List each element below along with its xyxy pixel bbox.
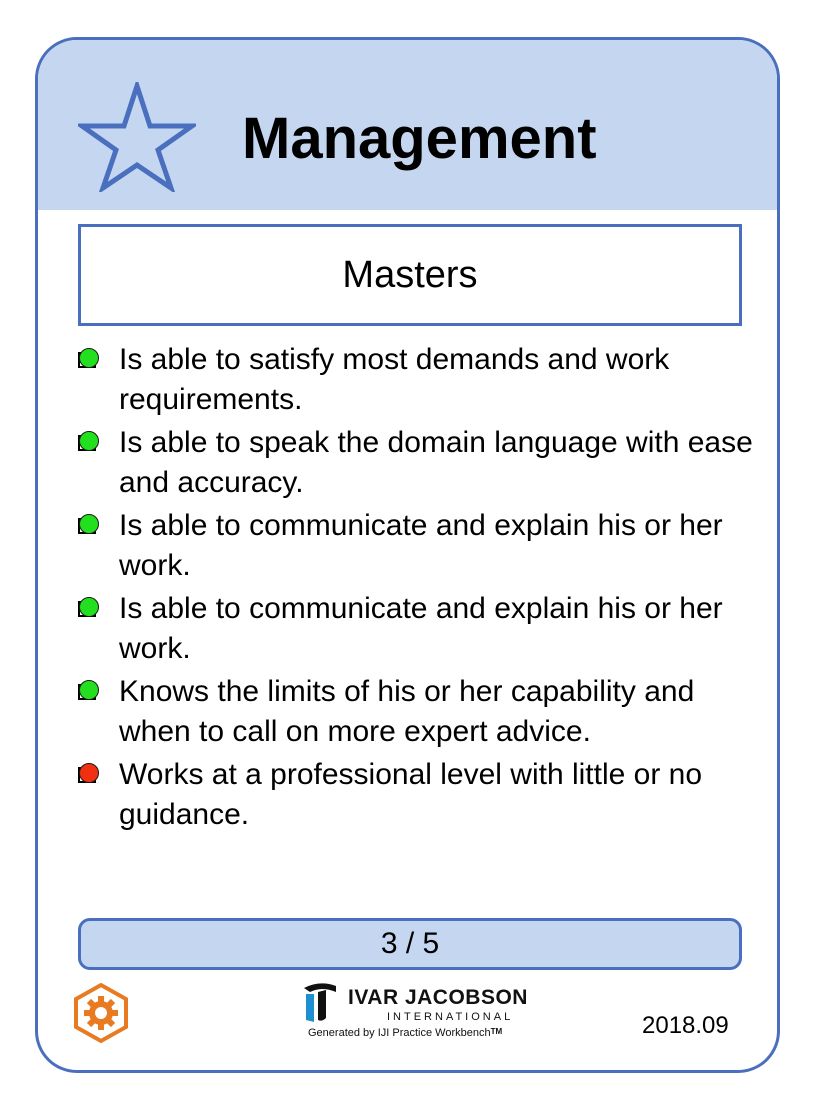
logo-name: IVAR JACOBSON [348,986,528,1009]
card-title: Management [242,106,597,171]
achieved-checkbox-icon [78,597,100,619]
checklist-item-text: Is able to satisfy most demands and work… [119,343,670,416]
card-date: 2018.09 [642,1012,729,1039]
generated-by-text: Generated by IJI Practice WorkbenchTM [308,1027,502,1039]
alpha-card: Management Masters Is able to satisfy mo… [35,37,780,1073]
ivar-jacobson-logo: IVAR JACOBSON INTERNATIONAL Generated by… [300,978,530,1048]
level-name: Masters [342,253,478,296]
checklist-item: Is able to satisfy most demands and work… [76,340,766,420]
gear-icon [74,982,128,1044]
achieved-checkbox-icon [78,431,100,453]
checklist-item: Is able to communicate and explain his o… [76,506,766,586]
checklist: Is able to satisfy most demands and work… [76,340,766,838]
generated-by-label: Generated by IJI Practice Workbench [308,1027,491,1039]
trademark-mark: TM [490,1027,503,1036]
checklist-item: Works at a professional level with littl… [76,755,766,835]
checklist-item-text: Knows the limits of his or her capabilit… [119,675,695,748]
card-header: Management [38,40,777,210]
ivar-jacobson-logo-icon [304,983,336,1022]
achieved-checkbox-icon [78,514,100,536]
checklist-item: Is able to communicate and explain his o… [76,589,766,669]
checklist-item-text: Is able to communicate and explain his o… [119,592,723,665]
checklist-item-text: Is able to communicate and explain his o… [119,509,723,582]
checklist-item-text: Is able to speak the domain language wit… [119,426,753,499]
checklist-item: Knows the limits of his or her capabilit… [76,672,766,752]
achieved-checkbox-icon [78,348,100,370]
level-box: Masters [78,224,742,326]
progress-indicator: 3 / 5 [78,918,742,970]
achieved-checkbox-icon [78,680,100,702]
checklist-item: Is able to speak the domain language wit… [76,423,766,503]
logo-subtitle: INTERNATIONAL [387,1011,514,1023]
not-achieved-checkbox-icon [78,763,100,785]
star-icon [78,82,196,192]
checklist-item-text: Works at a professional level with littl… [119,758,703,831]
